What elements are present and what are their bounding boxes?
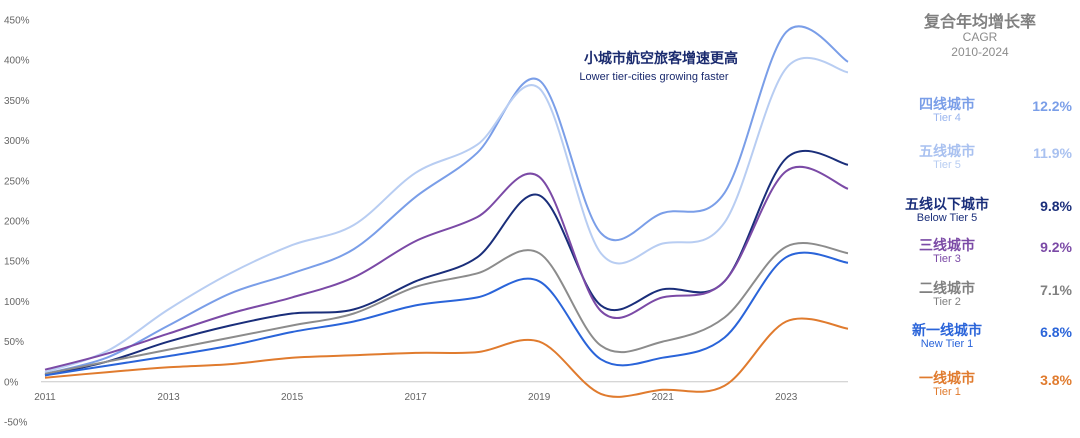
cagr-row-en: Tier 3 — [933, 253, 961, 265]
cagr-row-name: 四线城市 — [919, 96, 975, 112]
cagr-row-name: 一线城市 — [919, 370, 975, 386]
series-line-6 — [44, 317, 849, 398]
cagr-row-en: Tier 5 — [933, 159, 961, 171]
x-tick-label: 2011 — [34, 392, 56, 403]
y-tick-label: 450% — [4, 16, 30, 27]
cagr-row-en: Tier 4 — [933, 112, 961, 124]
cagr-row-new-tier1: 新一线城市 New Tier 1 6.8% — [880, 320, 1080, 360]
x-tick-label: 2021 — [652, 392, 675, 403]
annotation-subtitle: Lower tier-cities growing faster — [579, 71, 729, 83]
series-line-0 — [44, 25, 849, 375]
series-line-2 — [44, 150, 849, 377]
cagr-row-name: 二线城市 — [919, 280, 975, 296]
x-tick-label: 2015 — [281, 392, 304, 403]
cagr-row-tier1: 一线城市 Tier 1 3.8% — [880, 368, 1080, 408]
x-axis-ticks: 2011 2013 2015 2017 2019 2021 2023 — [34, 392, 798, 403]
x-tick-label: 2017 — [404, 392, 427, 403]
y-tick-label: 150% — [4, 257, 30, 268]
cagr-row-value: 11.9% — [1033, 145, 1072, 161]
y-tick-label: 200% — [4, 217, 30, 228]
series-line-1 — [44, 56, 849, 374]
y-tick-label: 250% — [4, 176, 30, 187]
cagr-row-value: 7.1% — [1040, 282, 1072, 298]
cagr-row-en: Tier 1 — [933, 386, 961, 398]
y-tick-label: 400% — [4, 56, 30, 67]
cagr-row-en: Tier 2 — [933, 296, 961, 308]
x-tick-label: 2013 — [157, 392, 180, 403]
cagr-row-name: 五线城市 — [919, 143, 975, 159]
y-tick-label: 300% — [4, 136, 30, 147]
annotation-title: 小城市航空旅客增速更高 — [584, 50, 738, 67]
cagr-row-name: 三线城市 — [919, 237, 975, 253]
cagr-period: 2010-2024 — [951, 45, 1009, 59]
cagr-row-en: New Tier 1 — [920, 338, 974, 350]
cagr-title: 复合年均增长率 — [923, 14, 1036, 31]
cagr-row-name: 新一线城市 — [912, 322, 982, 338]
cagr-row-tier4: 四线城市 Tier 4 12.2% — [880, 94, 1080, 134]
cagr-subtitle: CAGR — [962, 30, 998, 44]
cagr-row-tier2: 二线城市 Tier 2 7.1% — [880, 278, 1080, 318]
x-tick-label: 2023 — [775, 392, 798, 403]
y-tick-label: 350% — [4, 96, 30, 107]
cagr-row-value: 9.2% — [1040, 239, 1072, 255]
cagr-panel: 复合年均增长率 CAGR 2010-2024 四线城市 Tier 4 12.2%… — [880, 0, 1080, 438]
x-tick-label: 2019 — [528, 392, 551, 403]
cagr-row-tier5: 五线城市 Tier 5 11.9% — [880, 141, 1080, 181]
y-tick-label: 50% — [4, 337, 24, 348]
cagr-row-value: 9.8% — [1040, 198, 1072, 214]
series-line-3 — [44, 165, 849, 371]
cagr-row-below-tier5: 五线以下城市 Below Tier 5 9.8% — [880, 194, 1080, 234]
y-tick-label: 0% — [4, 377, 19, 388]
cagr-row-value: 12.2% — [1032, 98, 1072, 114]
series-lines — [44, 25, 849, 398]
cagr-row-tier3: 三线城市 Tier 3 9.2% — [880, 235, 1080, 275]
y-tick-label: -50% — [4, 418, 27, 429]
cagr-row-value: 6.8% — [1040, 324, 1072, 340]
series-line-4 — [44, 242, 849, 375]
y-tick-label: 100% — [4, 297, 30, 308]
cagr-row-value: 3.8% — [1040, 372, 1072, 388]
y-axis-ticks: 450% 400% 350% 300% 250% 200% 150% 100% 50% 0% -50… — [4, 16, 30, 429]
series-line-5 — [44, 251, 849, 377]
cagr-row-en: Below Tier 5 — [916, 212, 978, 224]
cagr-row-name: 五线以下城市 — [905, 196, 989, 212]
line-chart: 450% 400% 350% 300% 250% 200% 150% 100% 50% 0% -50… — [4, 16, 849, 429]
